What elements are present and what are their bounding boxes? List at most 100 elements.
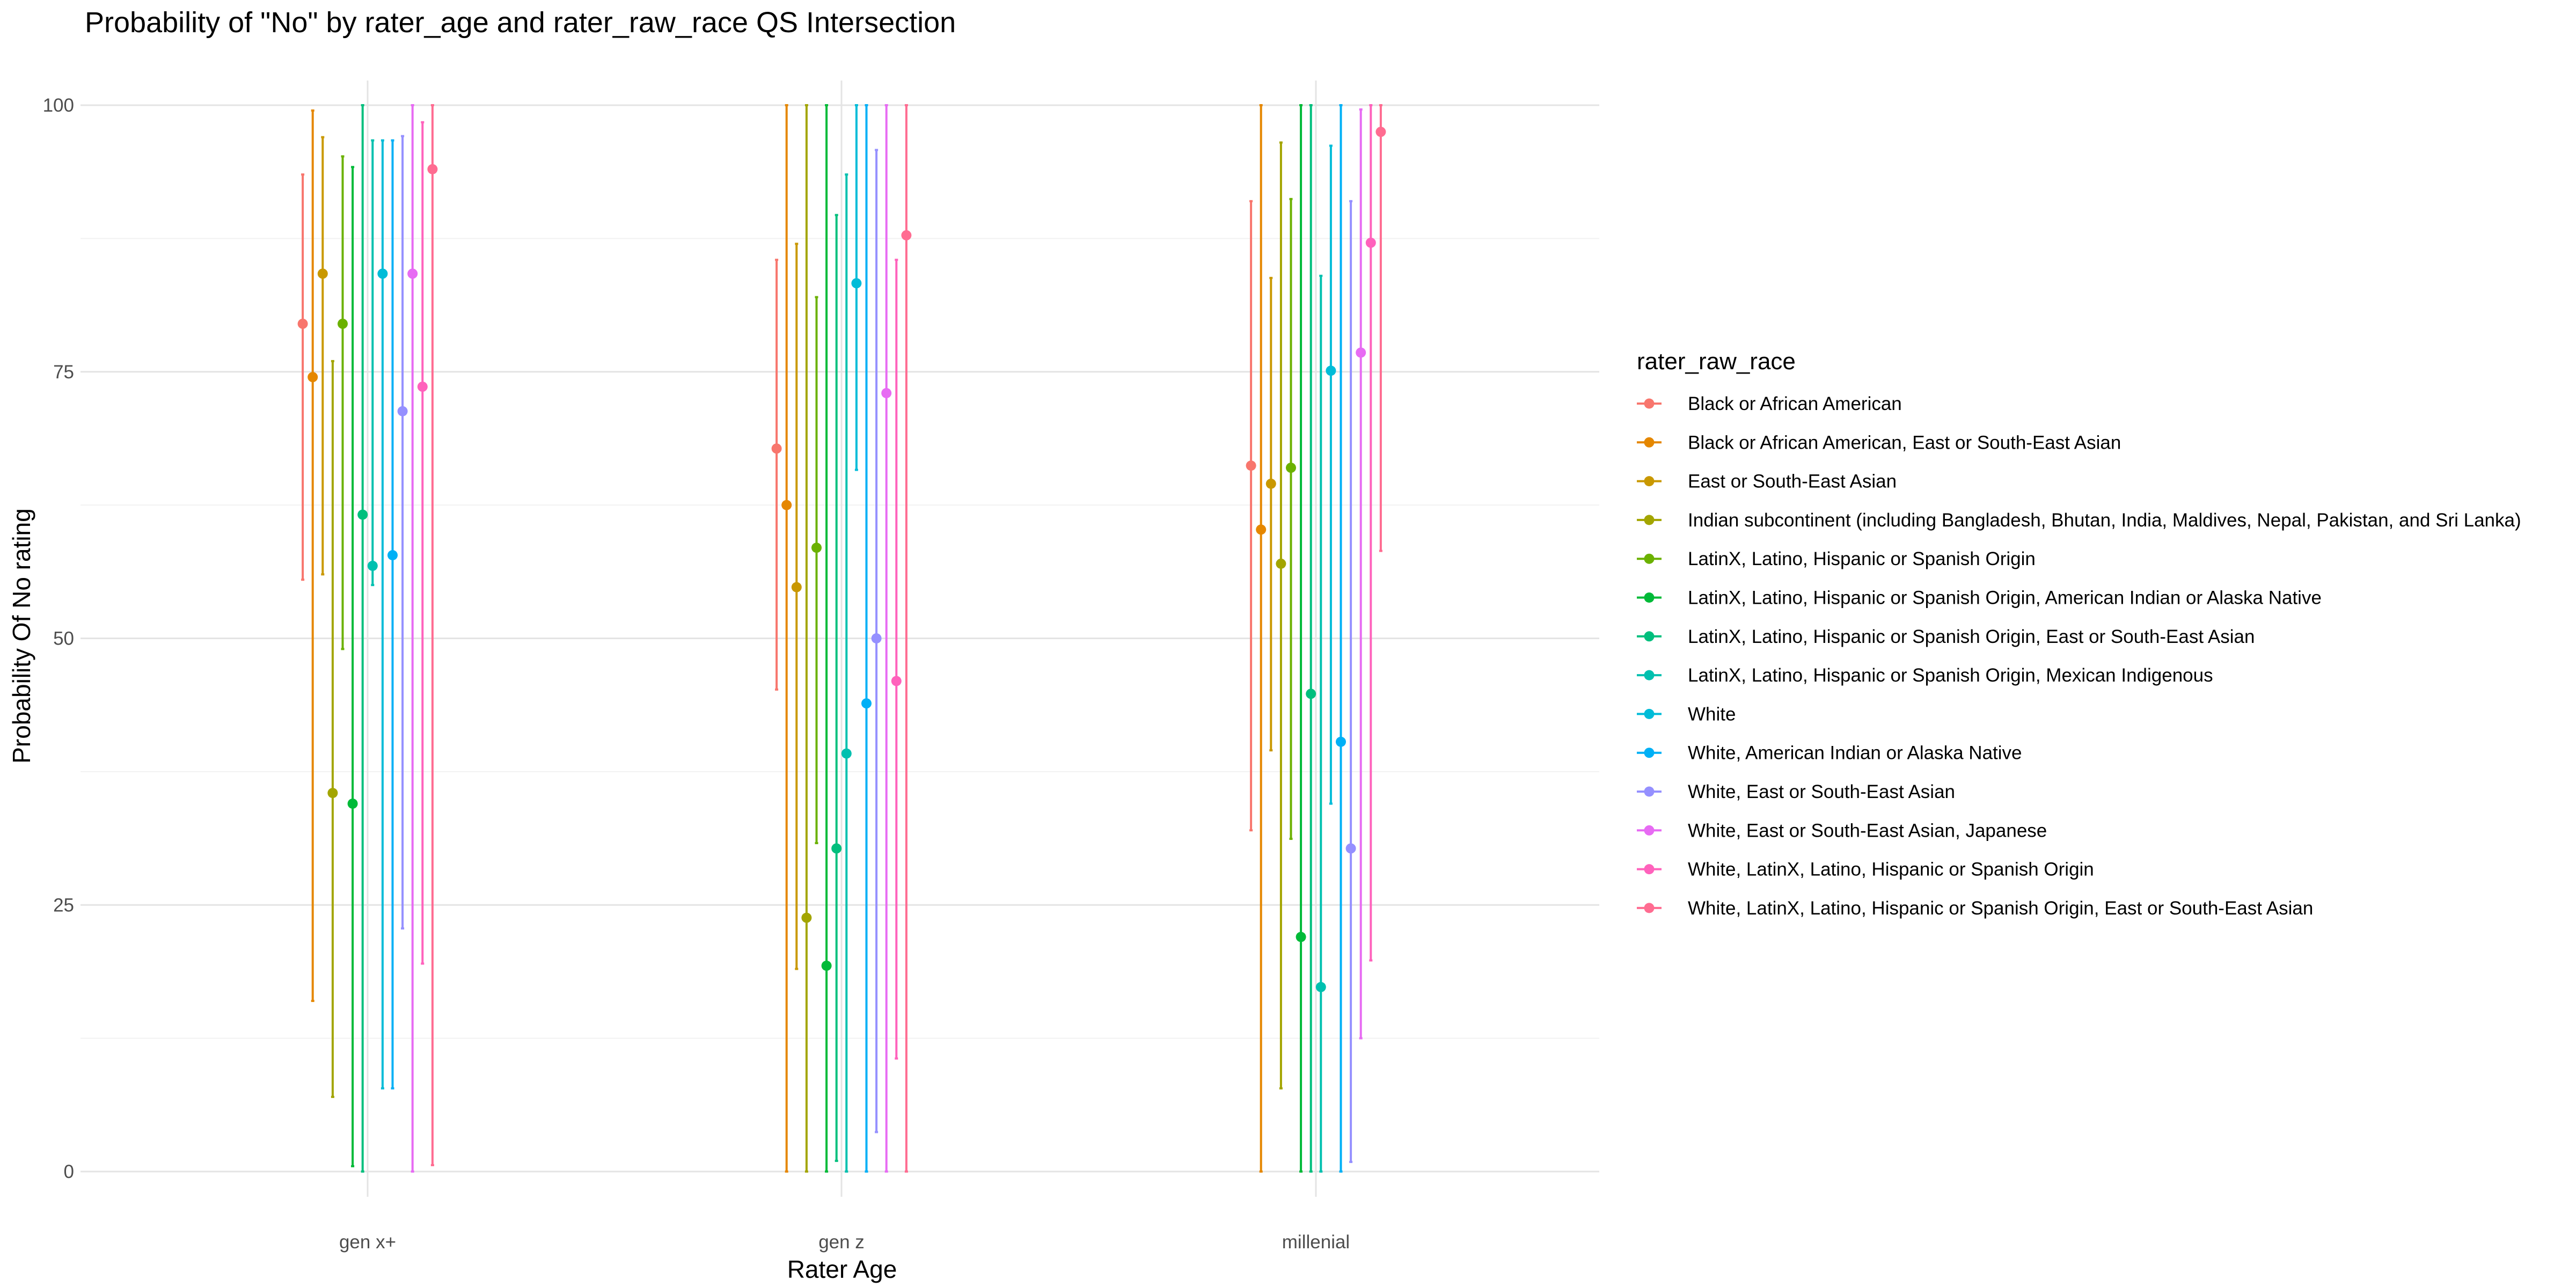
legend-item: East or South-East Asian xyxy=(1637,471,1897,492)
data-point xyxy=(881,387,892,398)
data-point xyxy=(1326,365,1336,376)
legend-item: White xyxy=(1637,704,1736,724)
legend-point xyxy=(1644,708,1655,719)
legend-point xyxy=(1644,631,1655,642)
data-point xyxy=(801,912,812,923)
data-point xyxy=(367,560,378,571)
legend-item: LatinX, Latino, Hispanic or Spanish Orig… xyxy=(1637,548,2036,569)
legend-point xyxy=(1644,864,1655,875)
legend-item: Black or African American xyxy=(1637,393,1902,414)
y-axis-ticks: 0 25 50 75 100 xyxy=(43,95,74,1182)
data-point xyxy=(1375,127,1386,137)
legend-point xyxy=(1644,515,1655,525)
legend-label: LatinX, Latino, Hispanic or Spanish Orig… xyxy=(1688,588,2322,609)
legend-label: White, LatinX, Latino, Hispanic or Spani… xyxy=(1688,898,2313,919)
legend-label: Indian subcontinent (including Banglades… xyxy=(1688,510,2521,531)
data-point xyxy=(1246,460,1256,471)
chart-marks xyxy=(297,104,1386,1173)
data-point xyxy=(417,382,428,392)
legend-label: LatinX, Latino, Hispanic or Spanish Orig… xyxy=(1688,548,2036,569)
legend-label: East or South-East Asian xyxy=(1688,471,1897,492)
data-point xyxy=(387,550,398,561)
data-point xyxy=(821,961,832,971)
legend-item: White, East or South-East Asian, Japanes… xyxy=(1637,820,2047,841)
data-point xyxy=(1306,689,1316,699)
data-point xyxy=(1276,558,1286,569)
data-point xyxy=(851,278,862,289)
data-point xyxy=(347,798,358,809)
data-point xyxy=(407,268,418,279)
legend-item: White, East or South-East Asian xyxy=(1637,781,1955,802)
data-point xyxy=(327,788,338,799)
data-point xyxy=(841,748,852,759)
legend-item: White, LatinX, Latino, Hispanic or Spani… xyxy=(1637,898,2313,919)
data-point xyxy=(901,230,912,240)
legend-label: LatinX, Latino, Hispanic or Spanish Orig… xyxy=(1688,665,2213,686)
data-point xyxy=(1296,932,1306,942)
data-point xyxy=(831,843,842,854)
legend-point xyxy=(1644,437,1655,448)
legend-label: White, East or South-East Asian, Japanes… xyxy=(1688,820,2047,841)
legend-label: White, American Indian or Alaska Native xyxy=(1688,743,2022,764)
data-point xyxy=(427,164,438,174)
y-axis-title: Probability Of No rating xyxy=(8,508,35,764)
data-point xyxy=(811,543,822,553)
data-point xyxy=(1356,347,1366,358)
data-point xyxy=(397,406,408,416)
legend-point xyxy=(1644,825,1655,836)
data-point xyxy=(871,633,882,643)
legend-label: White, LatinX, Latino, Hispanic or Spani… xyxy=(1688,859,2094,880)
data-point xyxy=(1365,237,1376,248)
y-tick-label: 25 xyxy=(53,895,74,916)
data-point xyxy=(338,318,348,329)
legend-point xyxy=(1644,786,1655,797)
data-point xyxy=(377,268,388,279)
legend-point xyxy=(1644,748,1655,758)
y-tick-label: 50 xyxy=(53,628,74,649)
legend-point xyxy=(1644,592,1655,603)
legend-label: White xyxy=(1688,704,1736,724)
data-point xyxy=(1315,982,1326,992)
data-point xyxy=(317,268,328,279)
legend-point xyxy=(1644,903,1655,913)
data-point xyxy=(781,500,792,510)
legend-item: LatinX, Latino, Hispanic or Spanish Orig… xyxy=(1637,665,2213,686)
legend-item: White, American Indian or Alaska Native xyxy=(1637,743,2022,764)
legend-item: LatinX, Latino, Hispanic or Spanish Orig… xyxy=(1637,588,2322,609)
legend-item: White, LatinX, Latino, Hispanic or Spani… xyxy=(1637,859,2094,880)
legend-item: Indian subcontinent (including Banglades… xyxy=(1637,510,2521,531)
legend: Black or African American Black or Africa… xyxy=(1637,393,2521,919)
legend-label: LatinX, Latino, Hispanic or Spanish Orig… xyxy=(1688,626,2255,647)
legend-title: rater_raw_race xyxy=(1637,348,1796,375)
legend-label: Black or African American, East or South… xyxy=(1688,432,2121,453)
legend-label: Black or African American xyxy=(1688,393,1902,414)
x-tick-label: gen x+ xyxy=(339,1232,396,1253)
legend-label: White, East or South-East Asian xyxy=(1688,781,1955,802)
data-point xyxy=(1336,736,1346,747)
data-point xyxy=(297,318,308,329)
y-tick-label: 100 xyxy=(43,95,74,116)
data-point xyxy=(1345,843,1356,854)
x-tick-label: gen z xyxy=(818,1232,865,1253)
data-point xyxy=(771,443,782,454)
legend-item: Black or African American, East or South… xyxy=(1637,432,2121,453)
data-point xyxy=(357,509,368,520)
data-point xyxy=(1286,463,1296,473)
legend-point xyxy=(1644,398,1655,409)
legend-point xyxy=(1644,553,1655,564)
x-tick-label: millenial xyxy=(1282,1232,1350,1253)
data-point xyxy=(891,676,902,686)
y-tick-label: 75 xyxy=(53,362,74,383)
chart-title: Probability of "No" by rater_age and rat… xyxy=(85,6,956,39)
data-point xyxy=(1265,478,1276,489)
data-point xyxy=(1256,524,1267,535)
legend-point xyxy=(1644,476,1655,487)
legend-point xyxy=(1644,670,1655,680)
data-point xyxy=(861,698,872,709)
legend-item: LatinX, Latino, Hispanic or Spanish Orig… xyxy=(1637,626,2255,647)
data-point xyxy=(791,582,802,592)
x-axis-title: Rater Age xyxy=(787,1255,897,1283)
x-axis-ticks: gen x+ gen z millenial xyxy=(339,1232,1350,1253)
y-tick-label: 0 xyxy=(64,1161,74,1182)
